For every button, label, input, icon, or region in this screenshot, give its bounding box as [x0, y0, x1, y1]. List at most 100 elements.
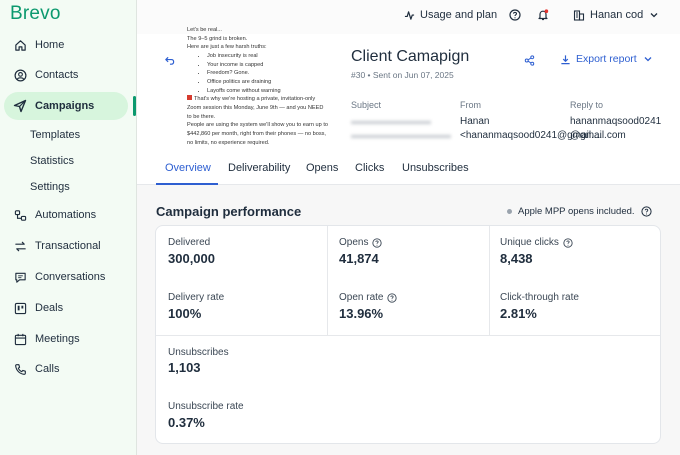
delivered-value: 300,000: [168, 251, 215, 266]
building-icon: [573, 10, 585, 21]
preview-line: People are using the system we'll show y…: [187, 122, 328, 129]
undo-arrow-icon: [165, 56, 175, 65]
sidebar-item-label: Contacts: [35, 69, 79, 81]
account-menu[interactable]: Hanan cod: [573, 9, 659, 21]
bell-icon: [538, 9, 549, 21]
ctr-label: Click-through rate: [500, 292, 579, 303]
help-icon[interactable]: [372, 237, 383, 248]
tab-opens[interactable]: Opens: [306, 162, 339, 174]
unsubscribe-rate-value: 0.37%: [168, 415, 205, 430]
opens-value: 41,874: [339, 251, 379, 266]
preview-bullet: Office politics are draining: [207, 78, 337, 87]
preview-line: to be there.: [187, 113, 216, 120]
sidebar-subitem-statistics[interactable]: Statistics: [30, 155, 75, 167]
tab-clicks[interactable]: Clicks: [355, 162, 385, 174]
sidebar-item-label: Home: [35, 39, 65, 51]
brevo-logo[interactable]: Brevo: [10, 3, 61, 24]
help-icon[interactable]: [563, 237, 573, 248]
sidebar: Brevo Home Contacts Campaigns Templates …: [0, 0, 137, 455]
contacts-icon: [9, 69, 31, 82]
sidebar-item-label: Campaigns: [35, 100, 95, 112]
transactional-icon: [9, 240, 31, 253]
unique-clicks-value: 8,438: [500, 251, 533, 266]
usage-and-plan-button[interactable]: Usage and plan: [404, 9, 497, 21]
help-button[interactable]: [509, 9, 526, 21]
export-report-label: Export report: [576, 53, 637, 65]
sidebar-item-deals[interactable]: Deals: [4, 294, 128, 322]
unsubscribes-label: Unsubscribes: [168, 347, 229, 358]
from-label: From: [460, 100, 481, 110]
share-icon: [524, 55, 535, 66]
tab-unsubscribes[interactable]: Unsubscribes: [402, 162, 469, 174]
preview-line: Here are just a few harsh truths:: [187, 44, 267, 51]
reply-to-label: Reply to: [570, 100, 604, 110]
sidebar-item-automations[interactable]: Automations: [4, 201, 128, 229]
active-tab-underline: [156, 183, 218, 185]
sidebar-item-contacts[interactable]: Contacts: [4, 61, 128, 89]
sidebar-item-calls[interactable]: Calls: [4, 355, 128, 383]
tab-overview[interactable]: Overview: [165, 162, 211, 174]
preview-alert-line: That's why we're hosting a private, invi…: [187, 95, 337, 104]
sidebar-subitem-templates[interactable]: Templates: [30, 129, 81, 141]
divider: [489, 226, 490, 335]
from-value: Hanan <hananmaqsood0241@gmail....: [460, 116, 603, 141]
unsubscribe-rate-label: Unsubscribe rate: [168, 401, 244, 412]
activity-icon: [404, 10, 415, 20]
sidebar-item-home[interactable]: Home: [4, 31, 128, 59]
email-preview-thumbnail[interactable]: Let's be real... The 9–5 grind is broken…: [187, 26, 337, 176]
chat-icon: [9, 271, 31, 284]
sidebar-subitem-settings[interactable]: Settings: [30, 181, 70, 193]
delivery-rate-value: 100%: [168, 306, 202, 321]
share-button[interactable]: [524, 53, 535, 71]
preview-line: The 9–5 grind is broken.: [187, 35, 248, 42]
divider: [156, 335, 660, 336]
preview-line: no limits, no experience required.: [187, 139, 270, 146]
preview-bullet: Your income is capped: [207, 61, 337, 70]
preview-line: That's why we're hosting a private, invi…: [194, 96, 316, 103]
sidebar-item-transactional[interactable]: Transactional: [4, 232, 128, 260]
opens-metric: Opens: [339, 237, 383, 248]
send-icon: [9, 99, 31, 113]
chevron-down-icon: [650, 13, 658, 18]
preview-bullet: Layoffs come without warning: [207, 87, 337, 96]
sidebar-item-label: Automations: [35, 209, 97, 221]
download-icon: [561, 54, 570, 64]
preview-line: Let's be real...: [187, 27, 222, 33]
preview-bullet-list: Job insecurity is real Your income is ca…: [187, 52, 337, 95]
usage-and-plan-label: Usage and plan: [420, 9, 498, 21]
campaign-meta: #30 • Sent on Jun 07, 2025: [351, 70, 454, 80]
help-icon[interactable]: [640, 206, 652, 217]
delivery-rate-label: Delivery rate: [168, 292, 225, 303]
unsubscribes-value: 1,103: [168, 360, 201, 375]
chevron-down-icon: [644, 57, 652, 62]
preview-line: Zoom session this Monday, June 9th — and…: [187, 104, 324, 111]
export-report-button[interactable]: Export report: [560, 53, 653, 65]
tab-deliverability[interactable]: Deliverability: [228, 162, 291, 174]
preview-bullet: Job insecurity is real: [207, 52, 337, 61]
topbar: [137, 0, 680, 34]
apple-mpp-note: Apple MPP opens included.: [507, 206, 652, 217]
sidebar-item-conversations[interactable]: Conversations: [4, 263, 128, 291]
campaign-title: Client Camapign: [351, 48, 470, 65]
apple-mpp-label: Apple MPP opens included.: [518, 206, 635, 217]
deals-icon: [9, 302, 31, 315]
subject-value-redacted: ▬▬▬▬▬▬▬▬ ▬▬▬▬▬▬▬▬▬▬: [351, 116, 451, 141]
status-dot: [507, 209, 512, 214]
help-icon[interactable]: [387, 292, 398, 303]
back-button[interactable]: [164, 53, 175, 71]
sidebar-item-meetings[interactable]: Meetings: [4, 325, 128, 353]
sidebar-item-campaigns[interactable]: Campaigns: [4, 92, 128, 120]
notifications-button[interactable]: [537, 9, 554, 21]
preview-line: $442,860 per month, right from their pho…: [187, 130, 326, 137]
ctr-value: 2.81%: [500, 306, 537, 321]
home-icon: [9, 39, 31, 52]
subject-label: Subject: [351, 100, 382, 110]
sidebar-item-label: Deals: [35, 302, 64, 314]
active-indicator: [133, 96, 136, 116]
unique-clicks-metric: Unique clicks: [500, 237, 573, 248]
tab-bar: [137, 155, 680, 185]
automations-icon: [9, 209, 31, 222]
sidebar-item-label: Meetings: [35, 333, 80, 345]
help-icon: [509, 9, 521, 21]
open-rate-metric: Open rate: [339, 292, 398, 303]
